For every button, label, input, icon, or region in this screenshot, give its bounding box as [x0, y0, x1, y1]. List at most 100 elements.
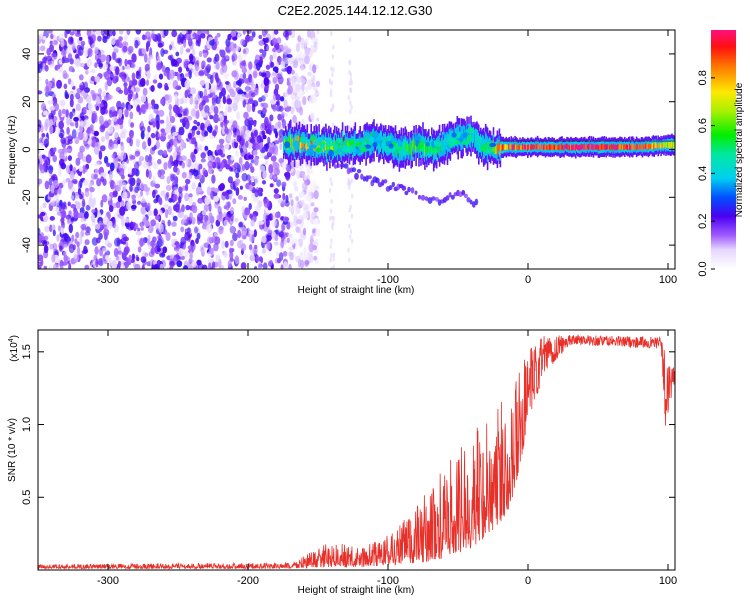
- spectrogram-noise-blob: [169, 266, 173, 269]
- spectrogram-noise-blob: [131, 196, 136, 201]
- signal-core: [326, 143, 328, 157]
- spectrogram-noise-blob: [38, 142, 44, 151]
- spectrogram-faint-blob: [348, 80, 352, 86]
- spectrogram-noise-blob: [226, 189, 233, 195]
- spectrogram-noise-blob: [196, 232, 201, 240]
- spectrogram-noise-blob: [157, 133, 162, 138]
- spectrogram-noise-blob: [291, 69, 295, 75]
- spectrogram-noise-blob: [84, 239, 90, 246]
- spectrogram-noise-blob: [184, 90, 189, 98]
- spectrogram-noise-blob: [116, 185, 122, 192]
- spectrogram-noise-blob: [254, 175, 259, 185]
- spectrogram-noise-blob: [263, 76, 269, 87]
- spectrogram-noise-blob: [63, 254, 68, 262]
- spectrogram-noise-blob: [173, 165, 178, 173]
- spectrogram-noise-blob: [254, 205, 261, 212]
- signal-core: [668, 141, 670, 148]
- spectrogram-noise-blob: [178, 66, 183, 73]
- spectrogram-noise-blob: [84, 190, 90, 197]
- spectrogram-noise-blob: [280, 264, 284, 269]
- colorbar-gradient: [711, 30, 736, 269]
- spectrogram-noise-blob: [161, 65, 166, 73]
- spectrogram-noise-blob: [272, 47, 277, 53]
- spectrogram-noise-blob: [43, 138, 50, 148]
- signal-core: [535, 144, 538, 150]
- signal-core: [669, 142, 671, 149]
- spectrogram-faint-blob: [346, 181, 350, 187]
- spectrogram-noise-blob: [87, 102, 93, 110]
- signal-core: [621, 143, 623, 150]
- spectrogram-noise-blob: [304, 195, 309, 202]
- snr-x-tick-label: -300: [97, 575, 119, 587]
- spectrogram-noise-blob: [234, 94, 241, 102]
- spectrogram-noise-blob: [182, 116, 188, 124]
- colorbar-tick-label: 0.6: [697, 118, 709, 133]
- spectrogram-noise-blob: [240, 126, 245, 136]
- spectrogram-noise-blob: [136, 177, 140, 183]
- spectrogram-noise-blob: [264, 37, 269, 43]
- spectrogram-noise-blob: [115, 255, 120, 261]
- spectrogram-noise-blob: [119, 131, 126, 139]
- spectrogram-noise-blob: [41, 154, 46, 159]
- spectrogram-noise-blob: [118, 108, 123, 119]
- spectrogram-noise-blob: [95, 105, 100, 111]
- spectrogram-noise-blob: [90, 90, 94, 95]
- spectrogram-noise-blob: [128, 254, 132, 263]
- spectrogram-noise-blob: [196, 186, 203, 193]
- spectrogram-noise-blob: [262, 170, 268, 180]
- spectrogram-noise-blob: [79, 120, 84, 127]
- spectrogram-noise-blob: [140, 130, 145, 140]
- signal-core: [430, 144, 432, 153]
- signal-blob: [476, 136, 483, 143]
- spectrogram-noise-blob: [206, 57, 212, 63]
- spectrogram-noise-blob: [78, 166, 83, 172]
- spectrogram-noise-blob: [110, 119, 115, 128]
- spectrogram-noise-blob: [62, 70, 68, 80]
- spectrogram-branch-blob: [351, 167, 357, 173]
- spectrogram-noise-blob: [113, 247, 119, 258]
- spectrogram-noise-blob: [140, 95, 147, 103]
- signal-core: [590, 143, 593, 150]
- spectrogram-noise-blob: [269, 259, 273, 266]
- spectrogram-noise-blob: [269, 212, 273, 220]
- signal-core: [631, 143, 634, 150]
- spectrogram-noise-blob: [38, 227, 41, 236]
- spectrogram-noise-blob: [266, 45, 270, 52]
- signal-core: [644, 143, 647, 149]
- spectrogram-noise-blob: [61, 261, 68, 266]
- spectrogram-noise-blob: [137, 200, 142, 205]
- signal-core: [540, 144, 543, 150]
- signal-core: [490, 143, 493, 151]
- spectrogram-noise-blob: [177, 34, 182, 44]
- spectrogram-noise-blob: [46, 55, 52, 62]
- spectrogram-noise-blob: [212, 261, 216, 269]
- signal-core: [567, 143, 569, 150]
- signal-core: [544, 144, 547, 151]
- snr-plot-area: [38, 334, 675, 570]
- signal-blob: [317, 136, 323, 141]
- spectrogram-noise-blob: [51, 224, 56, 231]
- spectrogram-noise-blob: [230, 181, 236, 190]
- spectrogram-noise-blob: [273, 241, 279, 246]
- signal-core: [628, 143, 630, 150]
- signal-core: [494, 146, 497, 155]
- signal-core: [563, 144, 565, 151]
- spectrogram-noise-blob: [69, 31, 75, 36]
- spectrogram-branch-blob: [431, 196, 436, 201]
- signal-core: [465, 133, 467, 143]
- spectrogram-noise-blob: [75, 157, 81, 166]
- spectrogram-noise-blob: [117, 250, 123, 255]
- spectrogram-noise-blob: [200, 122, 205, 131]
- spectrogram-noise-blob: [91, 93, 97, 101]
- spectrogram-noise-blob: [295, 42, 300, 53]
- spectrogram-noise-blob: [98, 61, 103, 69]
- spectrogram-noise-blob: [260, 102, 264, 107]
- signal-blob: [359, 137, 364, 143]
- spectrogram-noise-blob: [70, 122, 75, 127]
- spectrogram-faint-blob: [348, 124, 351, 130]
- signal-core: [616, 145, 618, 151]
- spectrogram-faint-blob: [330, 181, 334, 187]
- spectrogram-noise-blob: [295, 100, 302, 109]
- spectrogram-noise-blob: [158, 73, 164, 80]
- spectrogram-noise-blob: [80, 218, 85, 223]
